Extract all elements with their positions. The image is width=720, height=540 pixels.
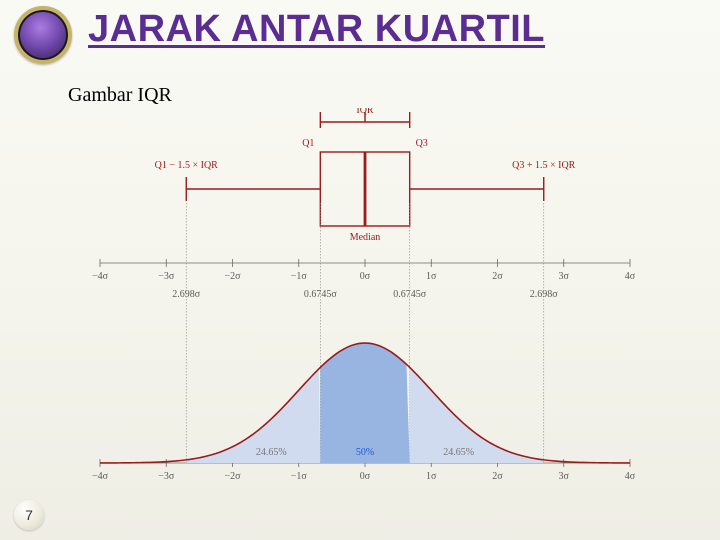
median-label: Median — [350, 232, 381, 243]
pct-left: 24.65% — [256, 447, 287, 458]
sigma-tick-label: −1σ — [291, 271, 308, 282]
q3-label: Q3 — [416, 138, 428, 149]
slide-subtitle: Gambar IQR — [68, 84, 172, 107]
q3-sigma: 0.6745σ — [393, 289, 427, 300]
sigma-tick-label: −2σ — [224, 271, 241, 282]
sigma-tick-label: 1σ — [426, 271, 437, 282]
svg-text:4σ: 4σ — [625, 471, 636, 482]
svg-text:1σ: 1σ — [426, 471, 437, 482]
right-fence-label: Q3 + 1.5 × IQR — [512, 160, 576, 171]
sigma-tick-label: −4σ — [92, 271, 109, 282]
svg-text:0σ: 0σ — [360, 471, 371, 482]
left-fence-sigma: 2.698σ — [172, 289, 201, 300]
page-number: 7 — [14, 500, 44, 530]
iqr-diagram: −4σ −3σ −2σ −1σ 0σ 1σ 2σ 3σ 4σ IQR Q1 Q3 Median Q1 − … — [70, 108, 660, 508]
sigma-tick-label: −3σ — [158, 271, 175, 282]
pct-mid: 50% — [356, 447, 374, 458]
left-fence-label: Q1 − 1.5 × IQR — [155, 160, 219, 171]
university-logo-icon — [14, 6, 72, 64]
right-fence-sigma: 2.698σ — [530, 289, 559, 300]
q1-label: Q1 — [302, 138, 314, 149]
svg-text:3σ: 3σ — [559, 471, 570, 482]
slide-title: JARAK ANTAR KUARTIL — [88, 8, 545, 51]
svg-text:−4σ: −4σ — [92, 471, 109, 482]
sigma-tick-label: 4σ — [625, 271, 636, 282]
sigma-tick-label: 0σ — [360, 271, 371, 282]
q1-sigma: 0.6745σ — [304, 289, 338, 300]
pct-right: 24.65% — [443, 447, 474, 458]
sigma-tick-label: 3σ — [559, 271, 570, 282]
svg-text:−1σ: −1σ — [291, 471, 308, 482]
iqr-label: IQR — [356, 108, 374, 116]
svg-text:−3σ: −3σ — [158, 471, 175, 482]
curve-region-mid — [320, 343, 409, 463]
svg-text:2σ: 2σ — [492, 471, 503, 482]
curve-region-left — [186, 369, 320, 463]
curve-region-right — [410, 367, 544, 463]
svg-text:−2σ: −2σ — [224, 471, 241, 482]
sigma-tick-label: 2σ — [492, 271, 503, 282]
